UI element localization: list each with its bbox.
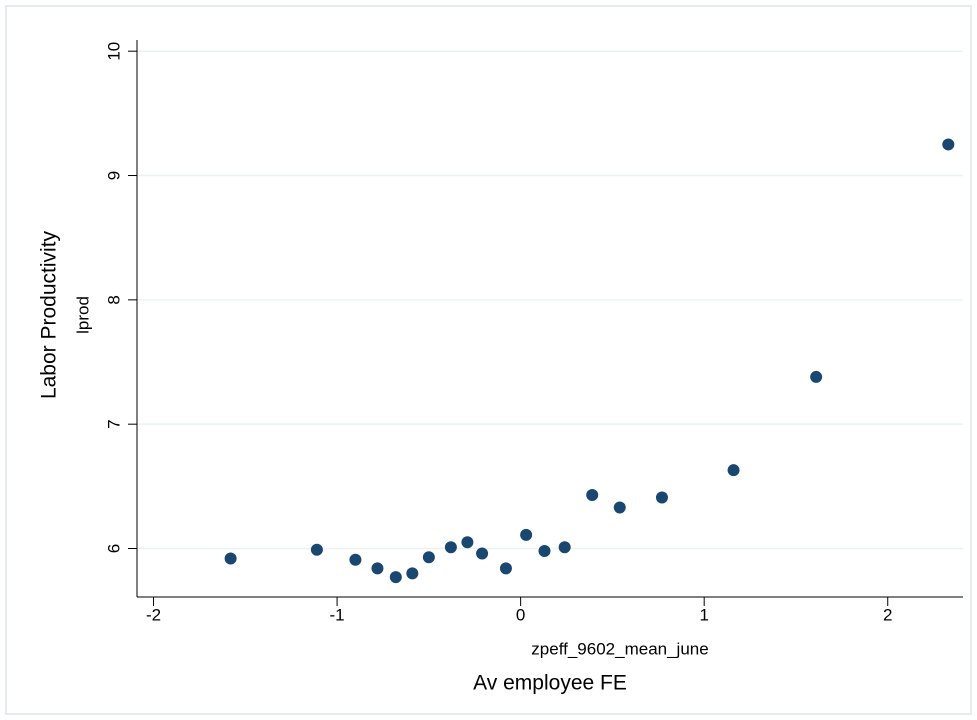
point — [655, 491, 668, 504]
point — [727, 464, 740, 477]
frame — [5, 5, 972, 715]
point — [558, 541, 571, 554]
x-tick-label: 0 — [516, 605, 525, 624]
x-tick-label: 2 — [883, 605, 892, 624]
point — [613, 501, 626, 514]
point — [389, 571, 402, 584]
point — [310, 543, 323, 556]
y-tick-label: 9 — [104, 171, 123, 180]
point — [476, 547, 489, 560]
point — [461, 536, 474, 549]
x-tick-label: -1 — [330, 605, 345, 624]
x-subtitle: Av employee FE — [473, 672, 627, 695]
point — [422, 551, 435, 564]
point — [810, 370, 823, 383]
y-tick-label: 10 — [104, 42, 123, 61]
point — [538, 544, 551, 557]
y-tick-label: 6 — [104, 544, 123, 553]
point — [406, 567, 419, 580]
point — [224, 552, 237, 565]
x-tick-label: 1 — [699, 605, 708, 624]
point — [586, 489, 599, 502]
y-subtitle: lprod — [73, 296, 92, 334]
x-tick-label: -2 — [146, 605, 161, 624]
point — [349, 553, 362, 566]
y-tick-label: 8 — [104, 295, 123, 304]
y-tick-label: 7 — [104, 419, 123, 428]
point — [942, 138, 955, 151]
point — [371, 562, 384, 575]
point — [520, 528, 533, 541]
y-title: Labor Productivity — [38, 230, 61, 399]
point — [499, 562, 512, 575]
point — [444, 541, 457, 554]
x-title: zpeff_9602_mean_june — [531, 639, 708, 658]
